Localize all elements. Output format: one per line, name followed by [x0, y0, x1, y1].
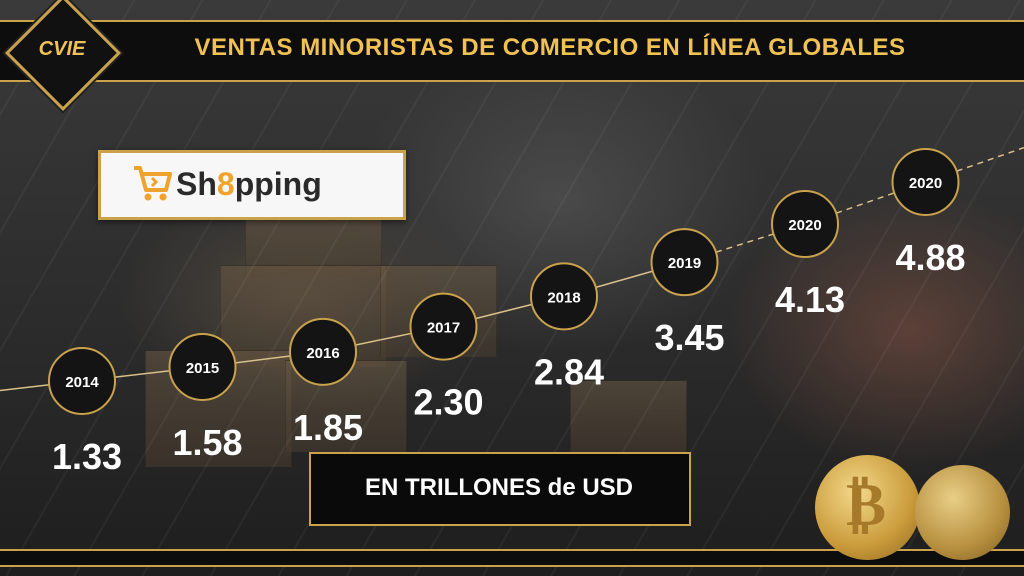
unit-label: EN TRILLONES de USD — [364, 474, 634, 501]
value-label: 4.88 — [895, 237, 965, 278]
value-label: 1.58 — [172, 422, 242, 463]
brand-suffix: pping — [234, 166, 322, 202]
data-point — [289, 317, 357, 386]
value-label: 2.84 — [534, 351, 604, 392]
data-point — [48, 347, 116, 415]
bitcoin-coin-icon — [815, 455, 920, 560]
value-label: 2.30 — [413, 382, 483, 423]
brand-prefix: Sh — [176, 166, 217, 202]
year-label: 2018 — [547, 289, 580, 306]
data-point — [650, 228, 719, 297]
value-label: 4.13 — [775, 279, 845, 320]
header-bar — [0, 20, 1024, 82]
data-point — [771, 190, 839, 259]
brand-name: Sh8pping — [176, 166, 322, 203]
value-label: 3.45 — [654, 317, 724, 358]
brand-eight: 8 — [216, 166, 235, 202]
page-title: VENTAS MINORISTAS DE COMERCIO EN LÍNEA G… — [194, 34, 906, 61]
cvie-coin-icon — [915, 465, 1010, 560]
value-label: 1.33 — [52, 436, 122, 477]
logo-text: CVIE — [38, 38, 86, 60]
year-label: 2017 — [427, 320, 460, 337]
year-label: 2015 — [186, 360, 219, 377]
data-point — [530, 262, 598, 331]
brand-banner — [98, 150, 406, 220]
bitcoin-symbol-icon: ₿ — [846, 470, 887, 540]
footer-bar — [0, 549, 1024, 567]
year-label: 2019 — [668, 255, 701, 272]
unit-box — [309, 452, 691, 526]
year-label: 2016 — [306, 345, 339, 362]
data-point — [891, 148, 960, 216]
value-label: 1.85 — [293, 407, 363, 448]
year-label: 2020 — [788, 217, 821, 234]
year-label: 2014 — [65, 374, 99, 391]
data-point — [168, 332, 237, 401]
cart-icon — [134, 166, 172, 201]
data-point — [409, 292, 478, 361]
year-label: 2020 — [909, 175, 942, 192]
